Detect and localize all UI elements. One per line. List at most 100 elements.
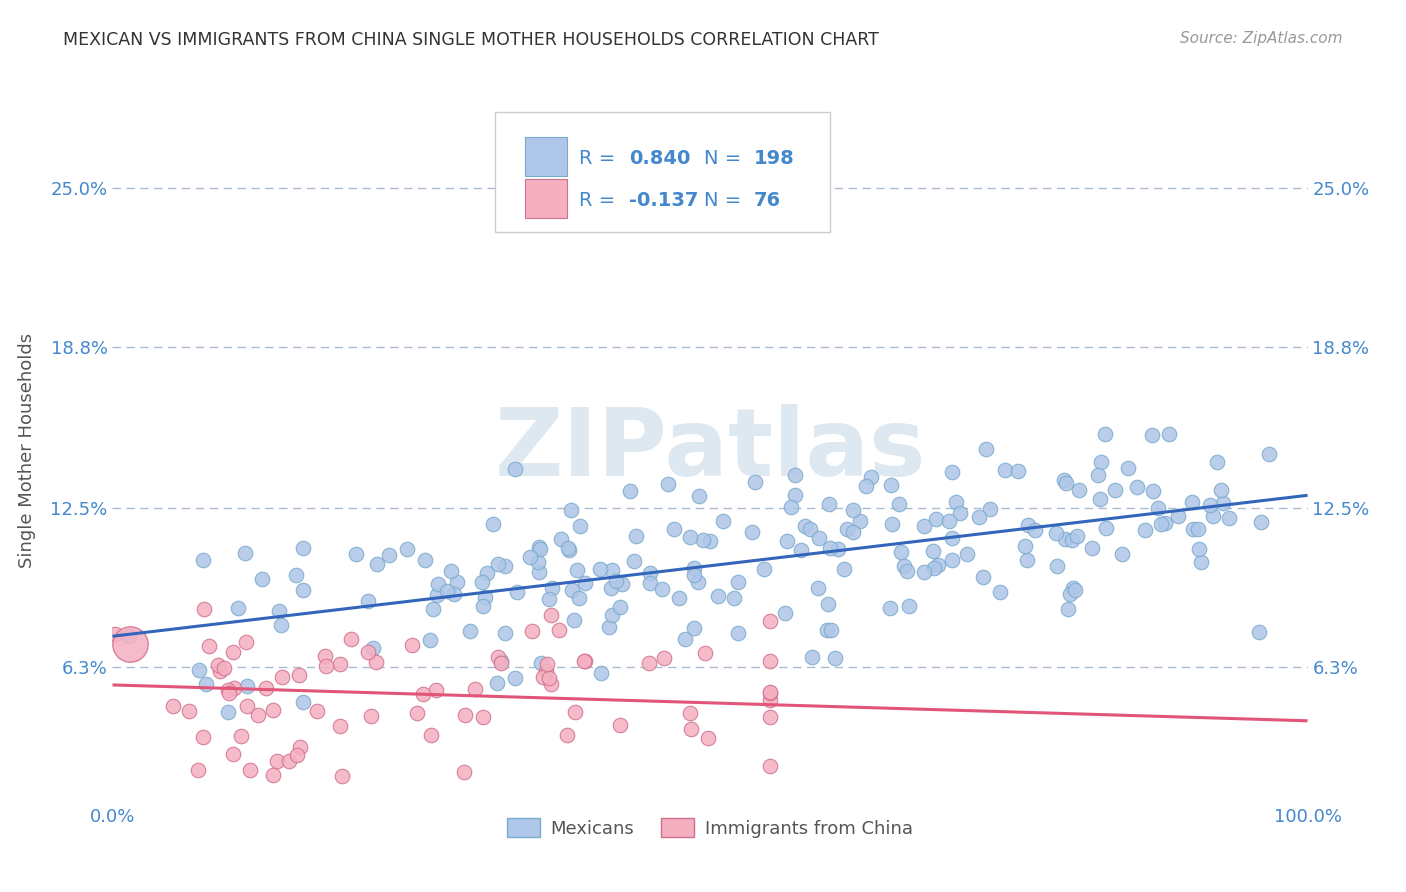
Point — [744, 475, 766, 489]
Point — [841, 524, 863, 539]
Point — [619, 484, 641, 499]
Point — [574, 654, 596, 668]
Point — [555, 728, 578, 742]
Point — [696, 731, 718, 745]
Point — [835, 522, 858, 536]
Point — [776, 534, 799, 549]
Point — [540, 677, 562, 691]
Point — [1146, 500, 1168, 515]
Point — [912, 565, 935, 579]
Point — [1060, 533, 1083, 547]
Point — [832, 561, 855, 575]
Point — [453, 765, 475, 780]
Point — [759, 684, 782, 698]
Y-axis label: Single Mother Households: Single Mother Households — [18, 333, 37, 568]
Point — [882, 517, 904, 532]
Point — [662, 522, 685, 536]
Point — [207, 657, 229, 672]
Point — [489, 656, 512, 670]
Text: Source: ZipAtlas.com: Source: ZipAtlas.com — [1180, 31, 1343, 46]
Point — [291, 541, 314, 556]
Point — [361, 640, 384, 655]
Point — [727, 575, 749, 590]
Point — [177, 704, 200, 718]
Point — [780, 500, 803, 515]
Point — [1046, 559, 1069, 574]
Point — [120, 637, 142, 651]
Point — [1249, 625, 1271, 640]
Point — [972, 569, 994, 583]
Point — [229, 729, 252, 743]
Point — [713, 514, 735, 528]
Point — [679, 530, 702, 544]
Point — [104, 627, 127, 641]
Point — [887, 496, 910, 510]
Point — [893, 559, 915, 574]
Point — [1181, 495, 1204, 509]
Point — [419, 632, 441, 647]
Point — [254, 681, 277, 696]
Point — [291, 695, 314, 709]
Point — [527, 555, 550, 569]
Point — [262, 703, 284, 717]
Point — [485, 676, 508, 690]
Point — [652, 651, 675, 665]
Point — [364, 656, 387, 670]
Point — [239, 763, 262, 777]
Point — [799, 522, 821, 536]
Point — [412, 687, 434, 701]
Point — [741, 524, 763, 539]
Point — [941, 532, 963, 546]
Point — [609, 600, 631, 615]
Point — [288, 667, 311, 681]
Point — [569, 518, 592, 533]
Point — [307, 704, 329, 718]
Point — [454, 708, 477, 723]
Point — [855, 479, 877, 493]
Point — [212, 661, 235, 675]
FancyBboxPatch shape — [524, 136, 567, 176]
Point — [533, 670, 555, 684]
Point — [562, 613, 585, 627]
Point — [679, 722, 702, 736]
Point — [339, 632, 361, 647]
Point — [824, 651, 846, 665]
Text: N =: N = — [704, 148, 748, 168]
Point — [267, 604, 290, 618]
Point — [759, 615, 782, 629]
Point — [945, 495, 967, 509]
Point — [222, 681, 245, 695]
Point — [686, 575, 709, 590]
Point — [568, 591, 591, 605]
Point — [574, 576, 596, 591]
Point — [612, 576, 634, 591]
Point — [783, 467, 806, 482]
Point — [1015, 552, 1038, 566]
Point — [422, 602, 444, 616]
Point — [1187, 522, 1209, 536]
Point — [727, 625, 749, 640]
Point — [287, 748, 309, 763]
Point — [395, 542, 418, 557]
Point — [527, 540, 550, 554]
Point — [561, 582, 583, 597]
Point — [235, 634, 257, 648]
Point — [118, 629, 141, 643]
Point — [426, 576, 449, 591]
Point — [291, 583, 314, 598]
Point — [820, 623, 842, 637]
Point — [807, 531, 830, 545]
Point — [541, 581, 564, 595]
Point — [1052, 473, 1074, 487]
Point — [1198, 498, 1220, 512]
Point — [1167, 508, 1189, 523]
FancyBboxPatch shape — [495, 112, 830, 232]
Point — [440, 564, 463, 578]
Point — [793, 519, 815, 533]
Point — [974, 442, 997, 457]
Point — [1154, 516, 1177, 530]
Point — [1209, 483, 1232, 497]
Point — [464, 682, 486, 697]
Text: 198: 198 — [754, 148, 794, 168]
Text: ZIPatlas: ZIPatlas — [495, 404, 925, 497]
